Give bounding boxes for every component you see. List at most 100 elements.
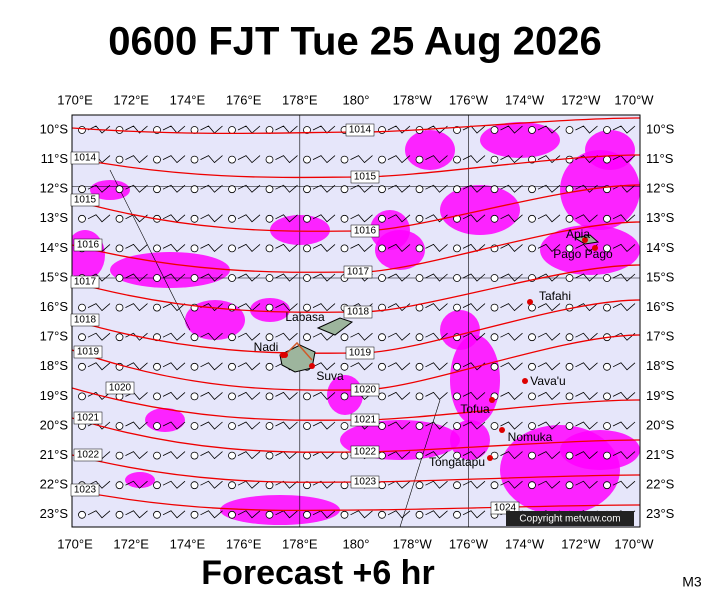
wind-station: [415, 274, 424, 282]
lat-label-left: 16°S: [40, 299, 69, 314]
wind-barb: [462, 125, 486, 134]
wind-barb: [237, 184, 261, 193]
wind-station: [190, 333, 199, 342]
wind-station: [603, 392, 611, 401]
wind-barb: [87, 214, 111, 223]
wind-barb: [500, 184, 523, 193]
wind-barb: [387, 214, 411, 223]
wind-barb: [462, 155, 486, 164]
lat-label-right: 18°S: [646, 358, 675, 373]
wind-station: [190, 510, 199, 519]
lon-label-bottom: 172°W: [561, 536, 601, 551]
wind-station: [78, 392, 86, 401]
wind-barb: [237, 303, 261, 312]
wind-barb: [387, 421, 411, 430]
wind-barb: [462, 243, 486, 252]
wind-station: [78, 510, 86, 519]
rain-area: [480, 122, 560, 158]
wind-barb: [200, 391, 223, 400]
wind-barb: [200, 273, 223, 282]
wind-barb: [612, 332, 636, 341]
wind-station: [78, 362, 86, 371]
wind-barb: [500, 125, 523, 134]
lon-label-top: 172°W: [561, 92, 601, 107]
wind-station: [153, 362, 161, 371]
wind-barb: [200, 125, 223, 134]
wind-station: [340, 214, 349, 223]
wind-station: [565, 392, 574, 401]
wind-station: [378, 392, 386, 401]
isobar-label: 1018: [74, 315, 97, 326]
wind-barb: [350, 155, 373, 164]
wind-barb: [387, 332, 411, 341]
rain-area: [560, 430, 640, 470]
wind-station: [453, 244, 461, 253]
isobar-label-box: [350, 224, 380, 238]
isobar-label: 1023: [74, 485, 97, 496]
wind-station: [565, 274, 574, 282]
wind-station: [378, 451, 386, 460]
wind-barb: [575, 421, 598, 430]
lat-label-left: 23°S: [40, 506, 69, 521]
isobar-label: 1017: [74, 277, 97, 288]
wind-station: [153, 185, 161, 194]
isobar-label-box: [350, 413, 380, 427]
rain-area: [125, 472, 155, 488]
wind-station: [415, 422, 424, 430]
wind-barb: [275, 184, 298, 193]
isobar-label-box: [105, 381, 135, 395]
wind-barb: [312, 451, 336, 460]
wind-station: [303, 392, 311, 401]
wind-station: [453, 392, 461, 401]
isobar-label: 1022: [77, 450, 100, 461]
grid-line: [399, 399, 441, 527]
wind-station: [153, 303, 161, 312]
place-marker: [527, 299, 533, 305]
wind-barb: [500, 480, 523, 489]
wind-barb: [125, 155, 148, 164]
wind-station: [565, 126, 574, 134]
wind-station: [78, 214, 86, 223]
wind-station: [265, 392, 274, 401]
wind-barb: [387, 125, 411, 134]
lon-label-bottom: 176°W: [449, 536, 489, 551]
isobar-label-box: [345, 123, 375, 137]
wind-barb: [537, 243, 561, 252]
wind-barb: [612, 273, 636, 282]
wind-barb: [237, 155, 261, 164]
lat-label-right: 12°S: [646, 181, 675, 196]
wind-barb: [387, 480, 411, 489]
isobar-label: 1016: [77, 240, 100, 251]
wind-station: [453, 303, 461, 312]
wind-barb: [462, 303, 486, 312]
wind-barb: [537, 273, 561, 282]
place-name: Vava'u: [530, 374, 565, 388]
wind-station: [453, 362, 461, 371]
wind-station: [340, 185, 349, 194]
lat-label-left: 14°S: [40, 240, 69, 255]
wind-barb: [87, 184, 111, 193]
wind-station: [303, 126, 311, 134]
wind-barb: [425, 155, 448, 164]
wind-barb: [425, 391, 448, 400]
wind-station: [303, 274, 311, 282]
wind-barb: [537, 303, 561, 312]
wind-station: [265, 244, 274, 253]
place-marker: [489, 397, 495, 403]
wind-station: [115, 214, 124, 223]
wind-barb: [612, 391, 636, 400]
wind-station: [190, 362, 199, 371]
wind-station: [490, 422, 499, 430]
isobar-label: 1018: [347, 307, 370, 318]
wind-station: [528, 451, 536, 460]
wind-station: [378, 274, 386, 282]
wind-barb: [462, 510, 486, 519]
wind-barb: [612, 303, 636, 312]
wind-barb: [500, 451, 523, 460]
wind-station: [228, 214, 236, 223]
wind-station: [265, 126, 274, 134]
wind-station: [453, 274, 461, 282]
wind-station: [190, 422, 199, 430]
lat-label-left: 17°S: [40, 329, 69, 344]
